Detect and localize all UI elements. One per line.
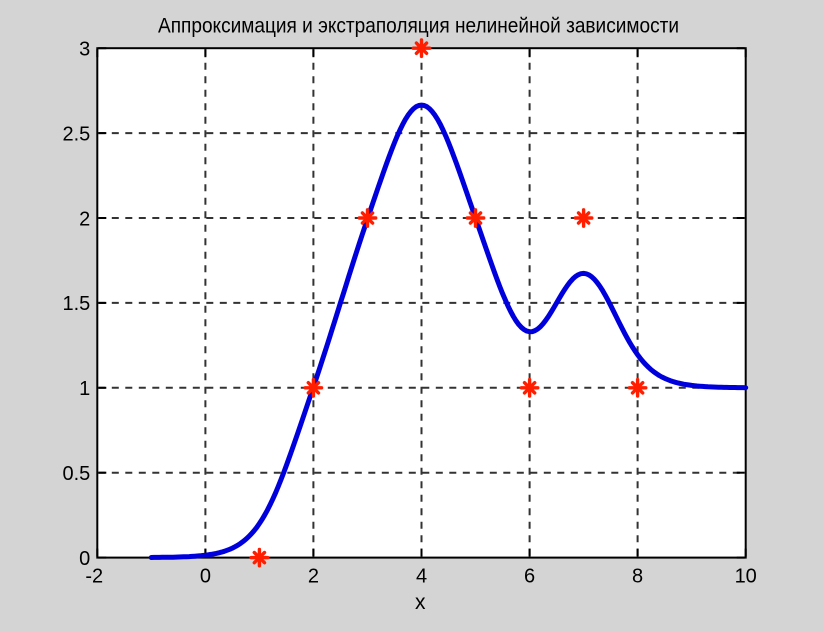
svg-text:4: 4	[416, 566, 427, 588]
svg-text:x: x	[415, 591, 426, 614]
svg-text:6: 6	[524, 566, 535, 588]
svg-text:3: 3	[79, 39, 90, 61]
svg-text:1: 1	[79, 378, 90, 400]
svg-text:2: 2	[79, 208, 90, 230]
svg-text:0: 0	[200, 566, 211, 588]
svg-text:Аппроксимация и экстраполяция: Аппроксимация и экстраполяция нелинейной…	[158, 15, 679, 38]
svg-text:0: 0	[79, 548, 90, 570]
svg-text:0.5: 0.5	[62, 463, 90, 485]
svg-text:2: 2	[308, 566, 319, 588]
svg-text:1.5: 1.5	[62, 293, 90, 315]
svg-text:8: 8	[632, 566, 643, 588]
svg-text:-2: -2	[85, 566, 103, 588]
svg-text:10: 10	[735, 566, 757, 588]
svg-text:2.5: 2.5	[62, 123, 90, 145]
